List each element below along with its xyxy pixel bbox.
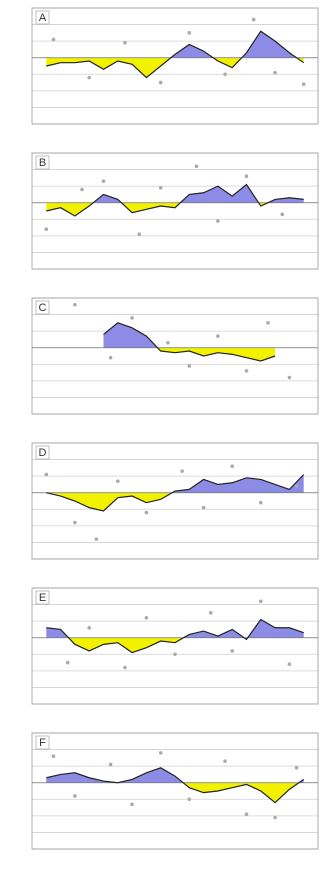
data-point	[273, 70, 277, 75]
data-point	[51, 37, 56, 42]
data-point	[294, 484, 299, 488]
data-point	[187, 364, 192, 368]
smoothed-line	[46, 767, 305, 804]
data-point	[301, 82, 306, 87]
panel-label-box	[35, 10, 50, 25]
data-point	[194, 164, 199, 169]
panel: D	[31, 442, 319, 560]
data-point	[173, 652, 177, 657]
panel-label: A	[39, 12, 47, 24]
smoothed-line	[46, 618, 304, 654]
data-point	[280, 212, 285, 217]
data-point	[201, 505, 206, 510]
panel-label: D	[39, 447, 47, 459]
data-point	[208, 611, 213, 615]
data-point	[73, 520, 77, 525]
data-point	[251, 17, 256, 22]
area-above	[46, 619, 304, 638]
panel-label-box	[35, 445, 50, 460]
data-point	[137, 232, 142, 236]
data-point	[130, 316, 134, 320]
panel-label: F	[39, 737, 46, 749]
data-point	[73, 794, 77, 798]
data-point	[130, 802, 134, 807]
plot-frame	[31, 732, 319, 850]
data-point	[44, 472, 49, 477]
area-below	[183, 782, 299, 803]
area-below	[46, 202, 268, 216]
data-point	[259, 599, 263, 604]
panel-label: B	[39, 157, 46, 169]
data-point	[244, 369, 249, 373]
data-point	[244, 174, 249, 178]
data-point	[287, 375, 292, 380]
data-point	[266, 321, 270, 325]
plot-frame	[31, 442, 319, 560]
data-point	[144, 616, 149, 620]
area-above	[46, 767, 304, 783]
panel: E	[31, 587, 319, 705]
data-point	[65, 660, 70, 665]
data-point	[180, 469, 184, 473]
area-above	[46, 474, 304, 493]
data-point	[108, 355, 113, 360]
panel-label-box	[35, 735, 50, 750]
panel-label: C	[39, 302, 47, 314]
data-point	[87, 75, 91, 80]
data-point	[94, 537, 99, 541]
data-point	[44, 227, 49, 232]
panel: C	[31, 297, 319, 415]
data-point	[108, 762, 113, 767]
panel-label-box	[35, 590, 50, 605]
plot-frame	[31, 7, 319, 125]
data-point	[187, 797, 192, 802]
panel: F	[31, 732, 319, 850]
data-point	[116, 479, 120, 483]
data-point	[123, 665, 127, 670]
data-point	[166, 340, 170, 345]
area-above	[103, 322, 276, 348]
data-point	[73, 302, 77, 307]
data-point	[287, 662, 292, 667]
panel-label-box	[35, 155, 50, 170]
data-point	[230, 464, 234, 469]
data-point	[144, 510, 149, 515]
data-point	[216, 219, 220, 223]
data-point	[87, 625, 91, 630]
smoothed-line	[46, 474, 305, 512]
area-below	[46, 492, 173, 511]
data-point	[158, 751, 163, 755]
panel: A	[31, 7, 319, 125]
data-point	[80, 187, 84, 192]
smoothed-line	[46, 30, 305, 79]
data-point	[158, 186, 163, 190]
smoothed-line	[46, 183, 304, 217]
plot-frame	[31, 152, 319, 270]
data-point	[223, 759, 227, 763]
data-point	[158, 80, 163, 85]
data-point	[51, 754, 56, 758]
plot-frame	[31, 587, 319, 705]
panel: B	[31, 152, 319, 270]
smoothed-line	[103, 322, 276, 362]
data-point	[123, 41, 127, 45]
panel-label-box	[35, 300, 50, 315]
panel-label: E	[39, 592, 46, 604]
data-point	[244, 812, 249, 816]
area-below	[68, 637, 248, 653]
data-point	[187, 31, 192, 35]
plot-frame	[31, 297, 319, 415]
area-above	[46, 184, 304, 203]
data-point	[216, 334, 220, 338]
data-point	[294, 766, 299, 770]
data-point	[230, 649, 234, 653]
data-point	[223, 72, 227, 77]
data-point	[259, 500, 263, 505]
data-point	[273, 815, 277, 820]
area-below	[46, 57, 304, 78]
data-point	[101, 179, 106, 183]
